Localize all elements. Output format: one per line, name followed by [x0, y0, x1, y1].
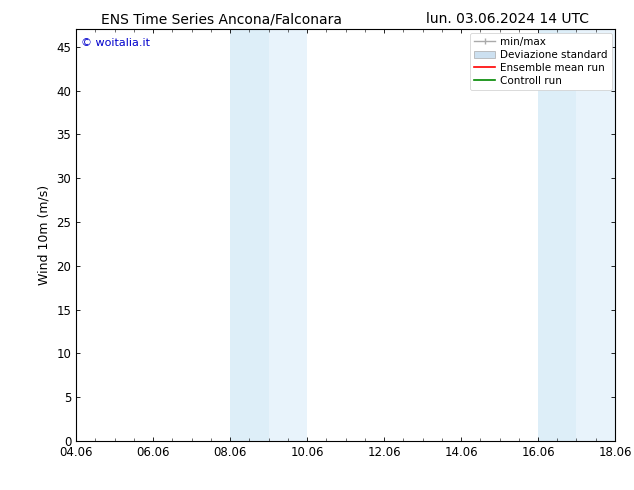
Text: © woitalia.it: © woitalia.it — [81, 38, 150, 48]
Text: ENS Time Series Ancona/Falconara: ENS Time Series Ancona/Falconara — [101, 12, 342, 26]
Bar — [269, 29, 307, 441]
Bar — [230, 29, 269, 441]
Y-axis label: Wind 10m (m/s): Wind 10m (m/s) — [38, 185, 51, 285]
Text: lun. 03.06.2024 14 UTC: lun. 03.06.2024 14 UTC — [425, 12, 589, 26]
Bar — [576, 29, 615, 441]
Bar — [538, 29, 576, 441]
Legend: min/max, Deviazione standard, Ensemble mean run, Controll run: min/max, Deviazione standard, Ensemble m… — [470, 32, 612, 90]
